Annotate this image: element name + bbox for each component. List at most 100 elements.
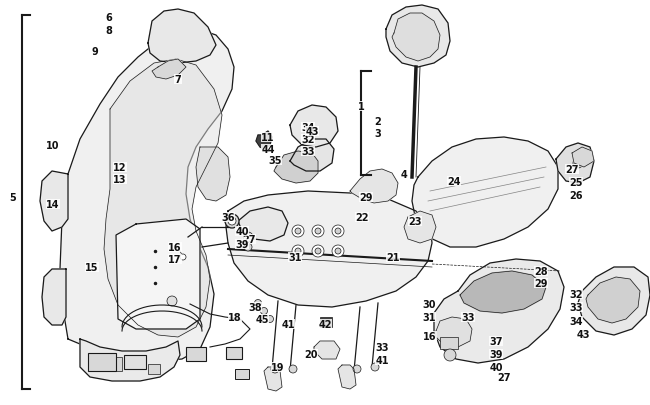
Text: 42: 42 xyxy=(318,319,332,329)
Text: 21: 21 xyxy=(386,252,400,262)
Circle shape xyxy=(271,365,279,373)
Polygon shape xyxy=(40,172,68,231)
Text: 45: 45 xyxy=(255,314,268,324)
Polygon shape xyxy=(404,211,436,243)
Polygon shape xyxy=(392,14,440,62)
Circle shape xyxy=(332,245,344,257)
Polygon shape xyxy=(572,148,594,168)
Polygon shape xyxy=(290,140,334,172)
Text: 34: 34 xyxy=(569,316,583,326)
Circle shape xyxy=(371,363,379,371)
Circle shape xyxy=(332,226,344,237)
Text: 26: 26 xyxy=(569,190,583,200)
Text: 41: 41 xyxy=(281,319,294,329)
Polygon shape xyxy=(226,192,432,307)
Text: 29: 29 xyxy=(534,278,548,288)
Text: 29: 29 xyxy=(359,192,372,202)
Text: 11: 11 xyxy=(261,133,275,143)
Circle shape xyxy=(255,300,261,307)
Circle shape xyxy=(444,349,456,361)
Text: 33: 33 xyxy=(375,342,389,352)
Text: 5: 5 xyxy=(10,192,16,202)
Circle shape xyxy=(180,254,186,260)
Polygon shape xyxy=(556,144,594,183)
Circle shape xyxy=(335,248,341,254)
Polygon shape xyxy=(436,317,472,347)
Text: 30: 30 xyxy=(422,299,436,309)
Circle shape xyxy=(312,245,324,257)
Text: 33: 33 xyxy=(569,302,583,312)
Text: 13: 13 xyxy=(113,175,127,185)
Circle shape xyxy=(315,228,321,234)
Text: 32: 32 xyxy=(569,289,583,299)
Text: 6: 6 xyxy=(105,13,112,23)
Polygon shape xyxy=(148,10,216,64)
Polygon shape xyxy=(586,277,640,323)
Circle shape xyxy=(225,215,239,228)
Circle shape xyxy=(335,228,341,234)
Text: 18: 18 xyxy=(228,312,242,322)
Bar xyxy=(148,364,160,374)
Polygon shape xyxy=(578,267,650,335)
Text: 27: 27 xyxy=(566,164,578,175)
Circle shape xyxy=(353,365,361,373)
Polygon shape xyxy=(256,132,272,149)
Polygon shape xyxy=(386,6,450,68)
Text: 33: 33 xyxy=(301,147,315,157)
Polygon shape xyxy=(412,138,558,247)
Polygon shape xyxy=(290,106,338,148)
Circle shape xyxy=(244,243,252,252)
Circle shape xyxy=(573,159,583,168)
Bar xyxy=(88,353,116,371)
Bar xyxy=(440,337,458,349)
Text: 40: 40 xyxy=(235,226,249,237)
Text: 8: 8 xyxy=(105,26,112,36)
Text: 20: 20 xyxy=(304,349,318,359)
Polygon shape xyxy=(104,60,222,337)
Text: 43: 43 xyxy=(577,329,590,339)
Bar xyxy=(104,357,122,371)
Circle shape xyxy=(295,228,301,234)
Text: 4: 4 xyxy=(400,170,408,179)
Text: 28: 28 xyxy=(534,266,548,276)
Text: 27: 27 xyxy=(242,234,255,244)
Text: 1: 1 xyxy=(358,102,365,112)
Polygon shape xyxy=(434,259,564,363)
Circle shape xyxy=(228,217,236,226)
Text: 34: 34 xyxy=(301,123,315,133)
Text: 10: 10 xyxy=(46,141,60,151)
Bar xyxy=(235,369,249,379)
Circle shape xyxy=(266,316,274,323)
Polygon shape xyxy=(80,339,180,381)
Text: 36: 36 xyxy=(221,213,235,222)
Polygon shape xyxy=(238,207,288,241)
Text: 16: 16 xyxy=(168,243,182,252)
Text: 15: 15 xyxy=(85,262,99,272)
Circle shape xyxy=(292,226,304,237)
Text: 2: 2 xyxy=(374,117,382,127)
Bar xyxy=(320,317,332,327)
Polygon shape xyxy=(314,341,340,359)
Polygon shape xyxy=(42,269,66,325)
Text: 22: 22 xyxy=(356,213,369,222)
Polygon shape xyxy=(60,30,234,361)
Text: 39: 39 xyxy=(235,239,249,249)
Text: 43: 43 xyxy=(306,127,318,136)
Circle shape xyxy=(312,226,324,237)
Circle shape xyxy=(167,296,177,306)
Text: 39: 39 xyxy=(489,349,502,359)
Bar xyxy=(186,347,206,361)
Text: 25: 25 xyxy=(569,177,583,188)
Text: 19: 19 xyxy=(271,362,285,372)
Text: 31: 31 xyxy=(422,312,436,322)
Text: 16: 16 xyxy=(423,331,437,341)
Polygon shape xyxy=(338,365,356,389)
Text: 35: 35 xyxy=(268,156,281,166)
Polygon shape xyxy=(460,271,546,313)
Polygon shape xyxy=(196,148,230,202)
Bar xyxy=(226,347,242,359)
Circle shape xyxy=(295,248,301,254)
Text: 3: 3 xyxy=(374,129,382,139)
Text: 14: 14 xyxy=(46,200,60,209)
Text: 38: 38 xyxy=(248,302,262,312)
